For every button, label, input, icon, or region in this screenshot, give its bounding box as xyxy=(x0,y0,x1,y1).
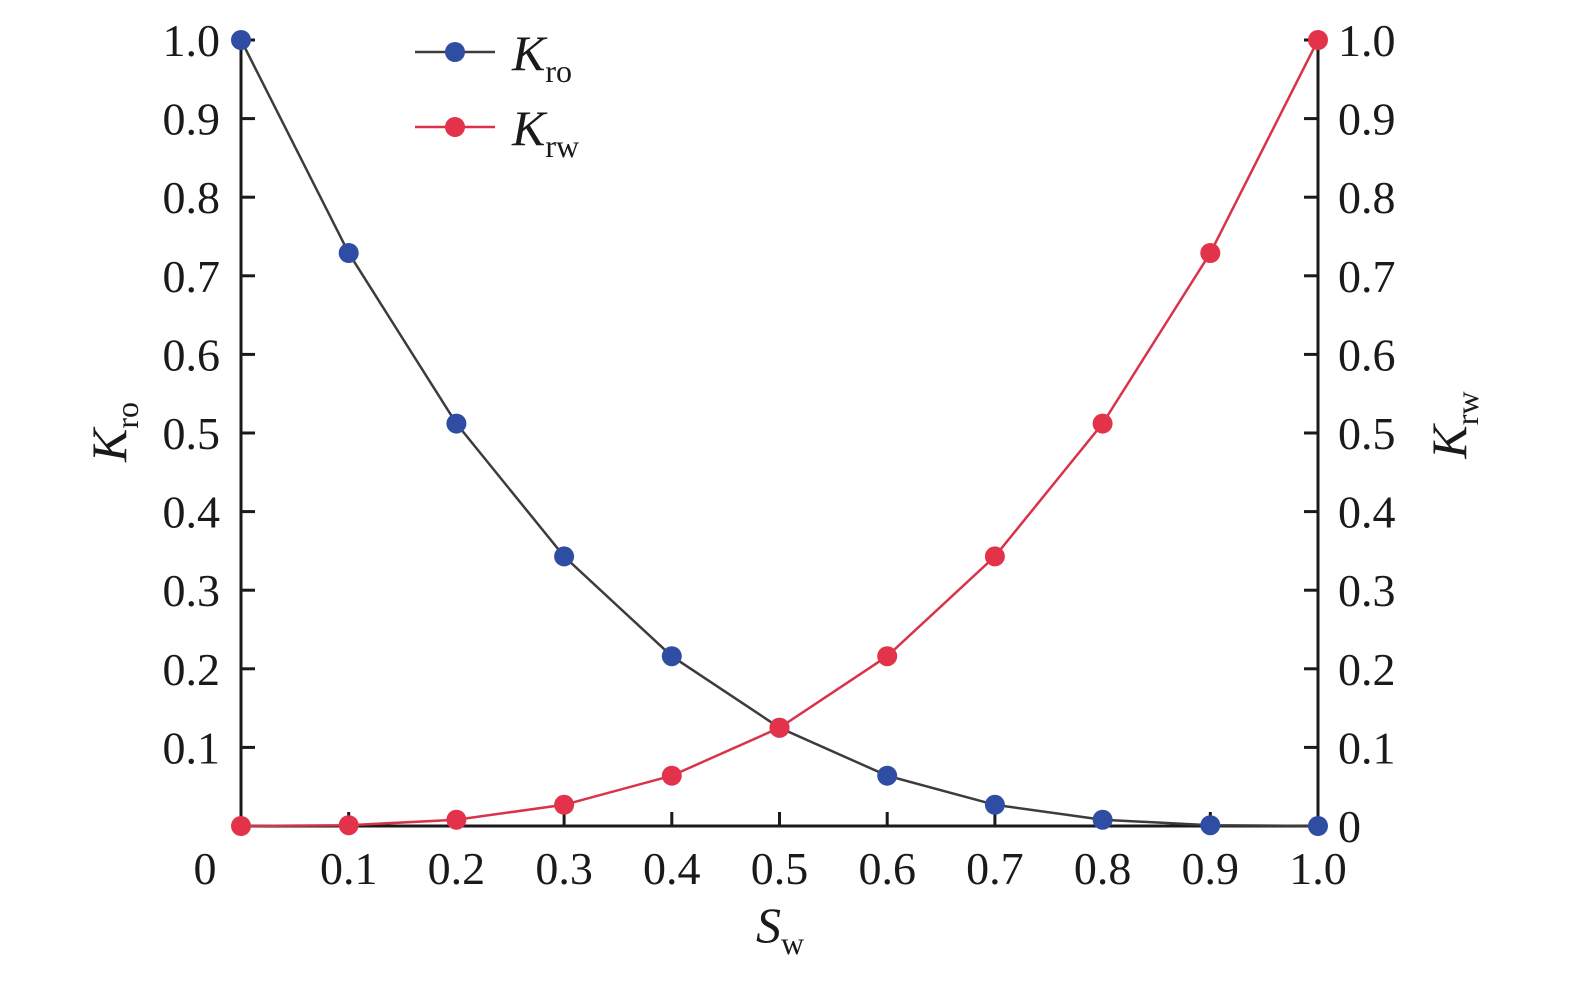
x-tick-label: 0.4 xyxy=(643,843,701,894)
y-left-tick-label: 0.8 xyxy=(163,172,221,223)
x-tick-label: 1.0 xyxy=(1289,843,1347,894)
data-point-kro xyxy=(1200,815,1221,836)
legend-marker-krw xyxy=(445,117,465,137)
y-left-tick-label: 0.5 xyxy=(163,408,221,459)
legend-label-kro: Kro xyxy=(511,25,572,89)
x-tick-label: 0 xyxy=(194,843,217,894)
data-point-krw xyxy=(1308,30,1328,50)
x-tick-label: 0.9 xyxy=(1182,843,1240,894)
data-point-kro xyxy=(877,765,898,786)
y-axis-title-left: Kro xyxy=(81,402,145,463)
data-point-krw xyxy=(877,646,898,667)
y-left-tick-label: 0.9 xyxy=(163,94,221,145)
x-tick-label: 0.5 xyxy=(751,843,809,894)
data-point-krw xyxy=(1200,243,1221,264)
x-tick-label: 0.8 xyxy=(1074,843,1132,894)
y-left-tick-label: 0.1 xyxy=(163,722,221,773)
legend-label-sub: rw xyxy=(545,128,579,164)
data-point-krw xyxy=(769,717,790,738)
data-point-krw xyxy=(338,815,359,836)
y-right-tick-label: 0.9 xyxy=(1338,94,1396,145)
y-left-tick-label: 1.0 xyxy=(163,15,221,66)
x-axis-title: Sw xyxy=(756,897,804,961)
data-point-kro xyxy=(554,546,575,567)
y-axis-title-left-main: K xyxy=(81,426,137,463)
y-right-tick-label: 0 xyxy=(1338,801,1361,852)
y-left-tick-label: 0.7 xyxy=(163,251,221,302)
y-right-tick-label: 0.2 xyxy=(1338,644,1396,695)
series-layer xyxy=(231,30,1328,836)
legend-label-main: K xyxy=(511,25,548,81)
data-point-krw xyxy=(554,794,575,815)
x-tick-label: 0.1 xyxy=(320,843,378,894)
y-axis-title-right-sub: rw xyxy=(1449,391,1485,425)
data-point-krw xyxy=(1092,413,1113,434)
series-line-krw xyxy=(240,39,1320,828)
data-point-kro xyxy=(1092,809,1113,830)
y-right-tick-label: 0.4 xyxy=(1338,487,1396,538)
legend-label-sub: ro xyxy=(545,53,572,89)
x-tick-label: 0.6 xyxy=(858,843,916,894)
legend-label-krw: Krw xyxy=(511,100,579,164)
y-left-tick-label: 0.4 xyxy=(163,487,221,538)
data-point-kro xyxy=(231,30,251,50)
series-line-kro xyxy=(239,39,1319,828)
x-tick-label: 0.3 xyxy=(535,843,593,894)
data-point-kro xyxy=(984,794,1005,815)
y-left-tick-label: 0.6 xyxy=(163,329,221,380)
x-axis-title-main: S xyxy=(756,897,781,953)
x-tick-label: 0.2 xyxy=(428,843,486,894)
data-point-kro xyxy=(446,413,467,434)
y-axis-title-left-sub: ro xyxy=(109,402,145,429)
data-point-krw xyxy=(661,765,682,786)
x-tick-label: 0.7 xyxy=(966,843,1024,894)
data-point-krw xyxy=(231,816,251,836)
legend-marker-kro xyxy=(445,42,465,62)
data-point-kro xyxy=(338,243,359,264)
y-right-tick-label: 0.8 xyxy=(1338,172,1396,223)
legend-label-main: K xyxy=(511,100,548,156)
y-right-tick-label: 0.5 xyxy=(1338,408,1396,459)
y-left-tick-label: 0.3 xyxy=(163,565,221,616)
y-axis-title-right-main: K xyxy=(1421,423,1477,460)
axes: 0 0.1 0.2 0.3 0.4 0.5 0.6 0.7 0.8 0.9 1.0 0.1 0.2 0.3… xyxy=(163,15,1396,894)
data-point-kro xyxy=(661,646,682,667)
x-axis-title-sub: w xyxy=(781,925,804,961)
y-left-tick-label: 0.2 xyxy=(163,644,221,695)
data-point-kro xyxy=(1308,816,1328,836)
y-axis-title-right: Krw xyxy=(1421,391,1485,459)
y-right-tick-label: 0.1 xyxy=(1338,722,1396,773)
y-right-tick-label: 0.7 xyxy=(1338,251,1396,302)
data-point-krw xyxy=(446,809,467,830)
y-right-tick-label: 0.6 xyxy=(1338,329,1396,380)
data-point-krw xyxy=(984,546,1005,567)
y-right-tick-label: 0.3 xyxy=(1338,565,1396,616)
y-right-tick-label: 1.0 xyxy=(1338,15,1396,66)
